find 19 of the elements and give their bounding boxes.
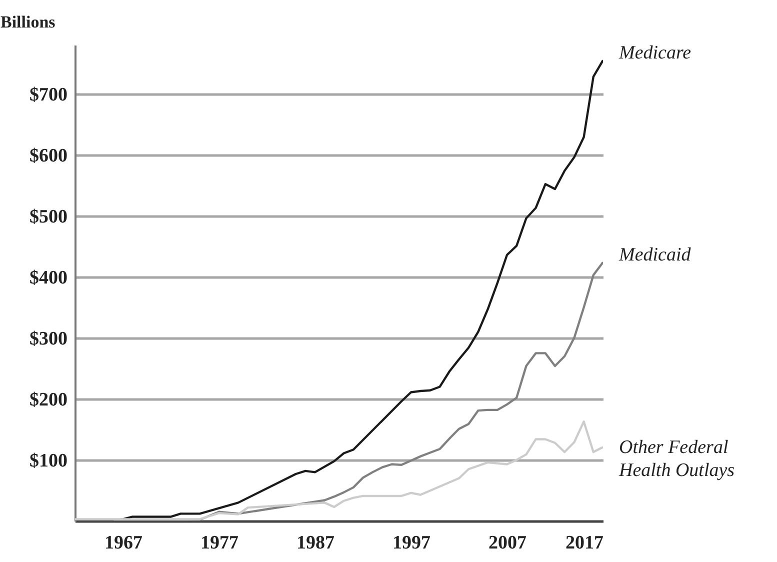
x-tick-label: 1997 xyxy=(392,532,431,554)
y-tick-label: $500 xyxy=(30,206,68,228)
series-label: Other Federal Health Outlays xyxy=(618,437,735,482)
y-tick-label: $700 xyxy=(30,84,68,106)
x-tick-label: 2007 xyxy=(488,532,527,554)
y-tick-label: $300 xyxy=(30,328,68,350)
x-tick-label: 1987 xyxy=(296,532,335,554)
line-series xyxy=(75,420,603,520)
x-tick-label: 2017 xyxy=(566,532,604,554)
series-label: Medicaid xyxy=(618,244,692,266)
x-tick-label: 1967 xyxy=(104,532,143,554)
y-tick-label: $600 xyxy=(30,145,68,166)
x-tick-label: 1977 xyxy=(200,532,239,554)
y-tick-label: $400 xyxy=(30,267,68,288)
line-series xyxy=(112,261,603,521)
y-axis-title: Billions xyxy=(0,12,56,32)
y-tick-label: $100 xyxy=(30,450,68,472)
series-label: Medicare xyxy=(618,42,692,64)
y-tick-label: $200 xyxy=(30,389,68,410)
